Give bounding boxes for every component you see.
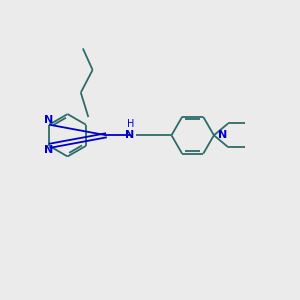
- Text: N: N: [44, 115, 53, 125]
- Text: N: N: [218, 130, 227, 140]
- Text: H: H: [127, 119, 134, 129]
- Text: N: N: [125, 130, 134, 140]
- Text: N: N: [44, 145, 53, 155]
